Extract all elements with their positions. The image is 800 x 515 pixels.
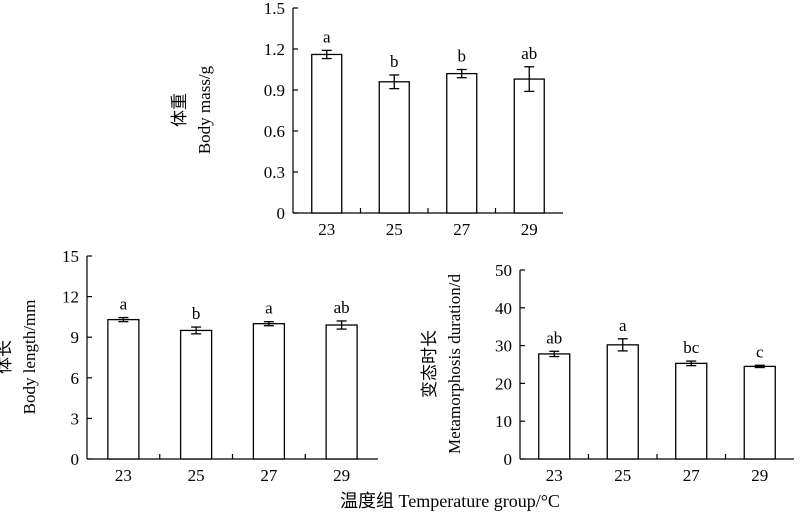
y-tick-label: 0	[277, 204, 286, 223]
significance-letter: a	[120, 295, 128, 314]
y-tick-label: 0.3	[264, 163, 285, 182]
x-tick-label: 27	[260, 466, 278, 485]
x-tick-label: 25	[188, 466, 205, 485]
x-tick-label: 27	[683, 466, 701, 485]
x-tick-label: 29	[751, 466, 768, 485]
bar	[179, 329, 213, 460]
bar	[675, 362, 708, 460]
significance-letter: ab	[521, 44, 537, 63]
y-tick-label: 0	[71, 450, 80, 469]
y-tick-label: 20	[495, 374, 512, 393]
y-tick-label: 50	[495, 261, 512, 280]
y-tick-label: 6	[71, 369, 80, 388]
y-axis-label-en: Metamorphosis duration/d	[445, 274, 464, 454]
x-tick-label: 27	[453, 220, 471, 239]
bar	[378, 81, 410, 214]
bar	[325, 324, 358, 460]
y-tick-label: 10	[495, 412, 512, 431]
x-tick-label: 29	[333, 466, 350, 485]
bar	[107, 318, 140, 460]
significance-letter: b	[390, 52, 399, 71]
y-tick-label: 0.9	[264, 81, 285, 100]
y-axis-label-en: Body mass/g	[195, 65, 214, 154]
y-axis-label-cn: 变态时长	[420, 330, 439, 398]
significance-letter: bc	[683, 338, 700, 357]
y-tick-label: 3	[71, 409, 80, 428]
bar	[538, 353, 571, 460]
panel-body-mass: 0 0.3 0.6 0.9 1.2 1.5 a 23 b 25 b 27 ab 29 体重 Body mass…	[170, 0, 563, 239]
y-tick-label: 9	[71, 328, 80, 347]
y-tick-label: 40	[495, 299, 512, 318]
significance-letter: c	[756, 342, 764, 361]
x-tick-label: 23	[115, 466, 132, 485]
significance-letter: ab	[334, 298, 350, 317]
panel-metamorphosis-duration: 0 10 20 30 40 50 ab 23 a 25 bc 27 c 29 变态时长 Metamorphos…	[420, 261, 794, 485]
panel-body-length: 0 3 6 9 12 15 a 23 b 25 a 27 ab 29 体长 Body length/mm	[0, 247, 378, 485]
x-tick-label: 25	[386, 220, 403, 239]
significance-letter: a	[619, 316, 627, 335]
y-tick-label: 1.5	[264, 0, 285, 18]
y-tick-label: 0	[504, 450, 513, 469]
x-axis-label: 温度组 Temperature group/°C	[340, 491, 560, 511]
x-tick-label: 23	[546, 466, 563, 485]
x-tick-label: 23	[318, 220, 335, 239]
significance-letter: b	[192, 304, 201, 323]
bar	[513, 78, 545, 214]
bar	[252, 323, 286, 460]
y-tick-label: 15	[62, 247, 79, 266]
bar	[311, 53, 343, 214]
y-tick-label: 1.2	[264, 40, 285, 59]
y-tick-label: 12	[62, 288, 79, 307]
y-axis-label-cn: 体重	[170, 93, 189, 127]
significance-letter: a	[323, 27, 331, 46]
y-tick-label: 0.6	[264, 122, 285, 141]
significance-letter: ab	[546, 328, 562, 347]
significance-letter: b	[458, 47, 467, 66]
y-axis-label-cn: 体长	[0, 340, 14, 374]
x-tick-label: 29	[521, 220, 538, 239]
x-tick-label: 25	[614, 466, 631, 485]
y-axis-label-en: Body length/mm	[20, 300, 39, 415]
bar	[446, 72, 478, 214]
bar	[743, 365, 776, 460]
significance-letter: a	[265, 299, 273, 318]
y-tick-label: 30	[495, 337, 512, 356]
bar	[606, 344, 639, 460]
